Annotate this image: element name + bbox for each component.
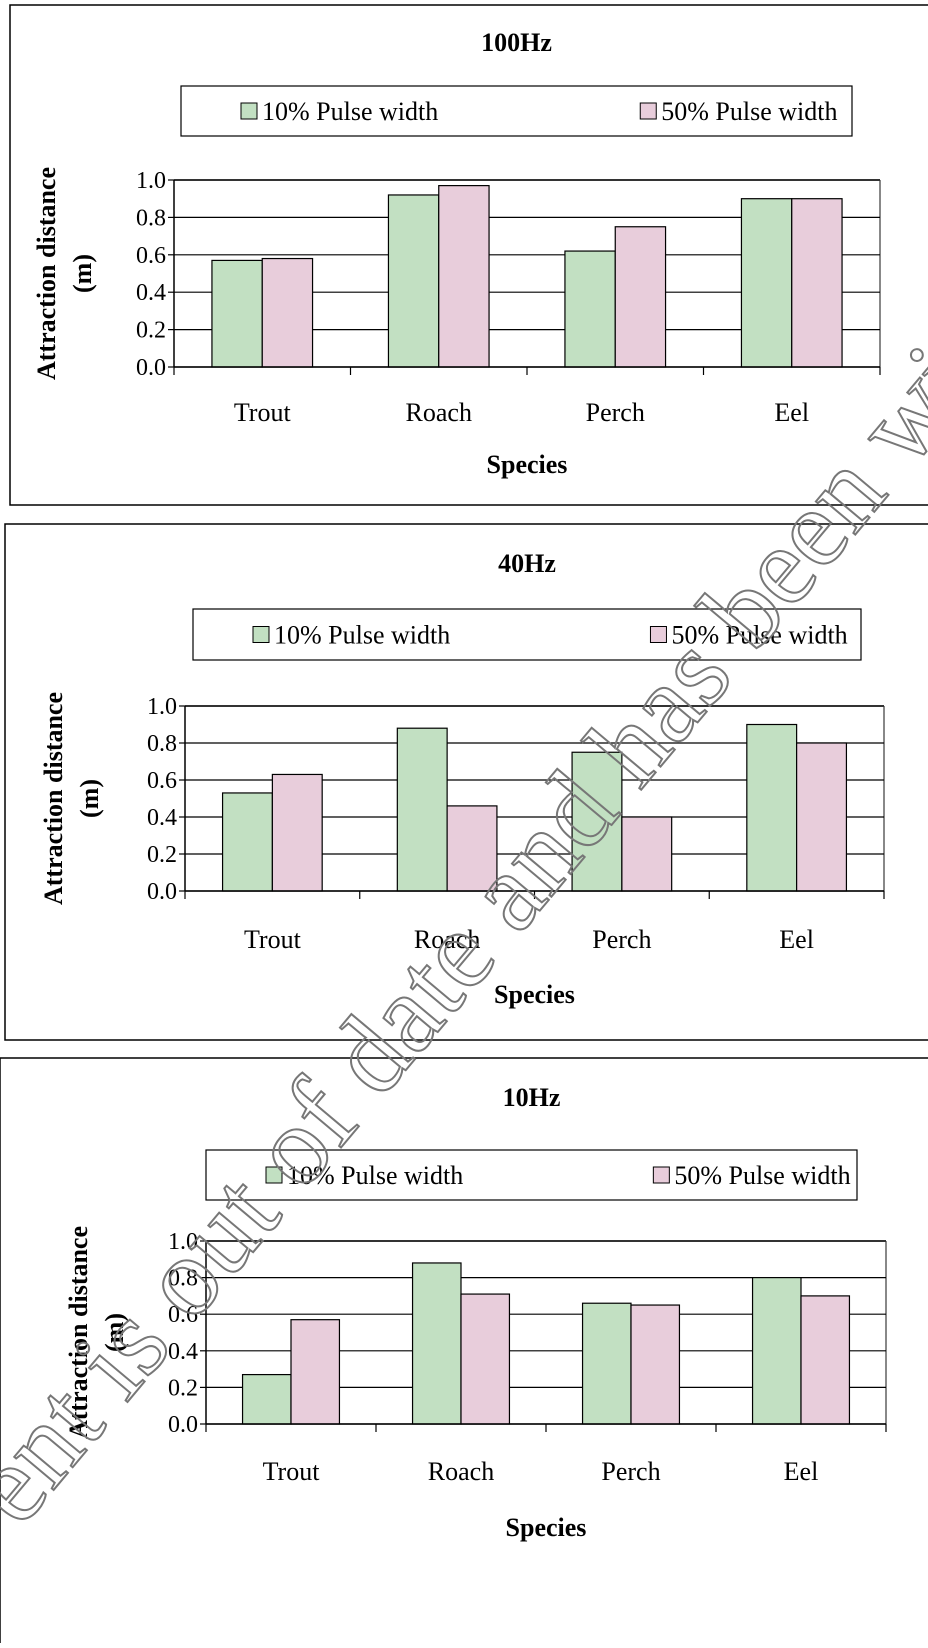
y-axis-label: (m)	[68, 254, 97, 293]
y-tick-label: 0.8	[168, 1266, 198, 1292]
x-axis-label: Species	[494, 980, 575, 1009]
bar	[614, 226, 667, 368]
bar	[221, 792, 273, 892]
bar	[261, 257, 314, 368]
y-tick-label: 0.4	[147, 805, 177, 831]
x-tick-label: Roach	[406, 398, 472, 427]
bar	[740, 198, 793, 368]
bar	[796, 742, 848, 892]
legend-label: 50% Pulse width	[671, 621, 847, 650]
y-tick-label: 0.4	[168, 1339, 198, 1365]
x-tick-label: Perch	[601, 1457, 660, 1486]
legend-box	[180, 85, 853, 137]
x-tick-label: Roach	[414, 925, 480, 954]
legend-box	[205, 1149, 858, 1201]
y-axis-label: Attraction distance	[64, 1226, 93, 1439]
x-tick-label: Trout	[244, 925, 302, 954]
legend-swatch	[649, 626, 667, 643]
chart-title: 10Hz	[503, 1083, 561, 1112]
y-tick-label: 0.6	[168, 1302, 198, 1328]
x-tick-label: Perch	[592, 925, 651, 954]
bar	[290, 1319, 341, 1425]
bar	[271, 773, 323, 892]
y-tick-label: 1.0	[136, 168, 166, 194]
bar	[571, 751, 623, 892]
legend-swatch	[652, 1166, 670, 1184]
bar	[211, 259, 263, 368]
chart-frame	[0, 1057, 928, 1648]
bar	[460, 1293, 511, 1425]
legend-label: 10% Pulse width	[274, 621, 450, 650]
legend-label: 50% Pulse width	[674, 1161, 850, 1190]
bar	[241, 1373, 292, 1425]
y-tick-label: 0.2	[168, 1375, 198, 1401]
y-tick-label: 0.8	[147, 731, 177, 757]
legend-label: 10% Pulse width	[262, 97, 438, 126]
legend-label: 50% Pulse width	[661, 97, 837, 126]
chart-title: 40Hz	[498, 549, 556, 578]
x-tick-label: Trout	[234, 398, 292, 427]
legend-box	[192, 608, 862, 661]
y-tick-label: 1.0	[147, 694, 177, 720]
chart-frame	[9, 4, 928, 506]
bar	[411, 1262, 462, 1425]
y-tick-label: 1.0	[168, 1229, 198, 1255]
bar	[746, 723, 798, 892]
bar	[581, 1302, 632, 1425]
y-tick-label: 0.8	[136, 205, 166, 231]
x-tick-label: Trout	[263, 1457, 321, 1486]
legend-swatch	[265, 1166, 283, 1184]
bar	[630, 1304, 681, 1425]
y-tick-label: 0.4	[136, 280, 166, 306]
bar	[438, 185, 490, 368]
legend-swatch	[639, 102, 657, 120]
y-tick-label: 0.2	[136, 318, 166, 344]
y-tick-label: 0.0	[147, 879, 177, 905]
y-axis-label: (m)	[100, 1313, 129, 1352]
y-tick-label: 0.0	[168, 1412, 198, 1438]
y-tick-label: 0.2	[147, 842, 177, 868]
x-tick-label: Perch	[586, 398, 645, 427]
legend-swatch	[252, 626, 270, 643]
legend-label: 10% Pulse width	[287, 1161, 463, 1190]
bar	[791, 198, 843, 368]
bar	[621, 816, 673, 892]
y-axis-label: (m)	[75, 779, 104, 818]
y-tick-label: 0.0	[136, 355, 166, 381]
bar	[751, 1276, 802, 1425]
x-tick-label: Eel	[779, 925, 814, 954]
chart-title: 100Hz	[481, 28, 552, 57]
chart-frame	[4, 523, 928, 1041]
bar	[800, 1295, 851, 1425]
bar	[396, 727, 448, 892]
bar	[446, 805, 498, 892]
x-axis-label: Species	[506, 1513, 587, 1542]
legend-swatch	[240, 102, 258, 120]
x-axis-label: Species	[487, 450, 568, 479]
y-axis-label: Attraction distance	[39, 692, 68, 905]
bar	[387, 194, 440, 368]
x-tick-label: Eel	[774, 398, 809, 427]
y-tick-label: 0.6	[147, 768, 177, 794]
x-tick-label: Eel	[784, 1457, 819, 1486]
bar	[564, 250, 616, 368]
y-axis-label: Attraction distance	[32, 167, 61, 380]
y-tick-label: 0.6	[136, 243, 166, 269]
x-tick-label: Roach	[428, 1457, 494, 1486]
